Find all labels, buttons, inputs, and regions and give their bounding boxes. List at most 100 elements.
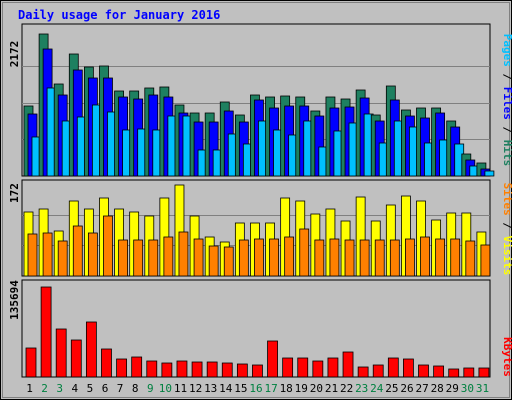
legend-sep-2: / — [501, 120, 512, 140]
legend-files: Files — [501, 87, 512, 120]
x-tick-label-day-14: 14 — [219, 382, 233, 395]
x-tick-label-day-8: 8 — [132, 382, 139, 395]
bar-kbytes-day-30 — [463, 367, 475, 378]
bar-sites-day-25 — [389, 239, 400, 277]
bar-kbytes-day-16 — [252, 364, 263, 378]
x-tick-label-day-28: 28 — [431, 382, 444, 395]
bar-sites-day-14 — [223, 246, 234, 277]
x-axis-day-labels: 1 2 3 4 5 6 7 8 9 10 11 12 13 14 15 16 17 18 19 20 21 22 23 24 2… — [26, 382, 489, 395]
x-tick-label-day-31: 31 — [476, 382, 489, 395]
bar-sites-day-23 — [359, 239, 370, 277]
x-tick-label-day-24: 24 — [370, 382, 384, 395]
x-tick-label-day-2: 2 — [41, 382, 48, 395]
bar-sites-day-18 — [284, 236, 295, 277]
bar-sites-day-6 — [103, 215, 113, 277]
legend-sep-1: / — [501, 67, 512, 87]
bar-kbytes-day-28 — [433, 365, 445, 378]
bar-sites-day-12 — [193, 238, 204, 277]
bar-kbytes-day-29 — [448, 368, 460, 378]
bar-sites-day-21 — [329, 238, 340, 277]
panel3-legend: KBytes — [501, 337, 512, 377]
bar-kbytes-day-27 — [418, 364, 429, 378]
x-tick-label-day-6: 6 — [102, 382, 109, 395]
x-tick-label-day-19: 19 — [295, 382, 308, 395]
bar-kbytes-day-4 — [70, 339, 82, 378]
panel-hits-files-pages — [21, 23, 495, 177]
x-tick-label-day-4: 4 — [71, 382, 78, 395]
legend-pages: Pages — [501, 34, 512, 67]
bar-kbytes-day-31 — [478, 367, 490, 378]
bar-kbytes-day-13 — [206, 361, 218, 378]
bar-kbytes-day-21 — [327, 357, 339, 378]
bar-sites-day-3 — [57, 240, 68, 277]
bar-kbytes-day-9 — [146, 360, 158, 378]
bar-sites-day-22 — [344, 239, 355, 277]
x-tick-label-day-26: 26 — [400, 382, 413, 395]
chart-title: Daily usage for January 2016 — [18, 8, 220, 22]
x-tick-label-day-11: 11 — [174, 382, 187, 395]
bar-kbytes-day-14 — [221, 362, 233, 378]
x-tick-label-day-23: 23 — [355, 382, 368, 395]
bar-kbytes-day-8 — [131, 356, 143, 378]
bar-kbytes-day-26 — [403, 358, 414, 378]
bar-kbytes-day-5 — [85, 321, 97, 378]
bar-sites-day-31 — [480, 244, 491, 277]
bar-kbytes-day-15 — [236, 363, 248, 378]
bar-kbytes-day-2 — [40, 286, 52, 378]
x-tick-label-day-7: 7 — [117, 382, 124, 395]
bar-sites-day-11 — [178, 231, 189, 277]
panel-visits-sites — [21, 179, 491, 277]
x-tick-label-day-13: 13 — [204, 382, 217, 395]
panel3-ymax-label: 135694 — [8, 280, 21, 320]
legend-kbytes: KBytes — [501, 337, 512, 377]
legend-visits: Visits — [501, 236, 512, 276]
bar-kbytes-day-20 — [312, 360, 324, 378]
x-tick-label-day-20: 20 — [310, 382, 323, 395]
bar-kbytes-day-22 — [342, 351, 354, 378]
bar-sites-day-10 — [163, 236, 174, 277]
bar-kbytes-day-1 — [25, 347, 37, 378]
bar-kbytes-day-24 — [372, 364, 384, 378]
x-tick-label-day-10: 10 — [159, 382, 172, 395]
bar-kbytes-day-10 — [161, 362, 173, 378]
bar-sites-day-9 — [148, 239, 159, 277]
x-tick-label-day-5: 5 — [87, 382, 94, 395]
bar-kbytes-day-12 — [191, 361, 203, 378]
bar-sites-day-15 — [238, 239, 249, 277]
bar-kbytes-day-7 — [116, 358, 127, 378]
x-tick-label-day-3: 3 — [56, 382, 63, 395]
bar-sites-day-5 — [87, 232, 98, 277]
x-tick-label-day-21: 21 — [325, 382, 338, 395]
bar-sites-day-28 — [435, 238, 446, 277]
panel1-ymax-label: 2172 — [8, 41, 21, 68]
x-tick-label-day-27: 27 — [415, 382, 428, 395]
panel-kbytes — [21, 279, 491, 378]
bar-sites-day-29 — [450, 238, 461, 277]
x-tick-label-day-1: 1 — [26, 382, 33, 395]
bar-sites-day-1 — [27, 233, 38, 277]
bar-kbytes-day-18 — [282, 357, 294, 378]
x-tick-label-day-29: 29 — [446, 382, 459, 395]
bar-kbytes-day-11 — [176, 360, 188, 378]
bar-sites-day-4 — [72, 225, 83, 277]
bar-kbytes-day-25 — [387, 357, 399, 378]
bar-kbytes-day-6 — [101, 348, 112, 378]
legend-sep-3: / — [501, 216, 512, 236]
x-tick-label-day-16: 16 — [249, 382, 262, 395]
panel2-legend: Sites / Visits — [501, 183, 512, 276]
x-tick-label-day-17: 17 — [264, 382, 277, 395]
bar-sites-day-20 — [314, 239, 325, 277]
bar-kbytes-day-23 — [357, 366, 369, 378]
bar-sites-day-13 — [208, 245, 219, 277]
bar-sites-day-16 — [254, 238, 264, 277]
bar-sites-day-30 — [465, 240, 476, 277]
legend-sites: Sites — [501, 183, 512, 216]
x-tick-label-day-15: 15 — [234, 382, 247, 395]
x-tick-label-day-9: 9 — [147, 382, 154, 395]
bar-sites-day-24 — [374, 239, 385, 277]
bar-kbytes-day-19 — [297, 357, 309, 378]
bar-sites-day-26 — [405, 238, 415, 277]
